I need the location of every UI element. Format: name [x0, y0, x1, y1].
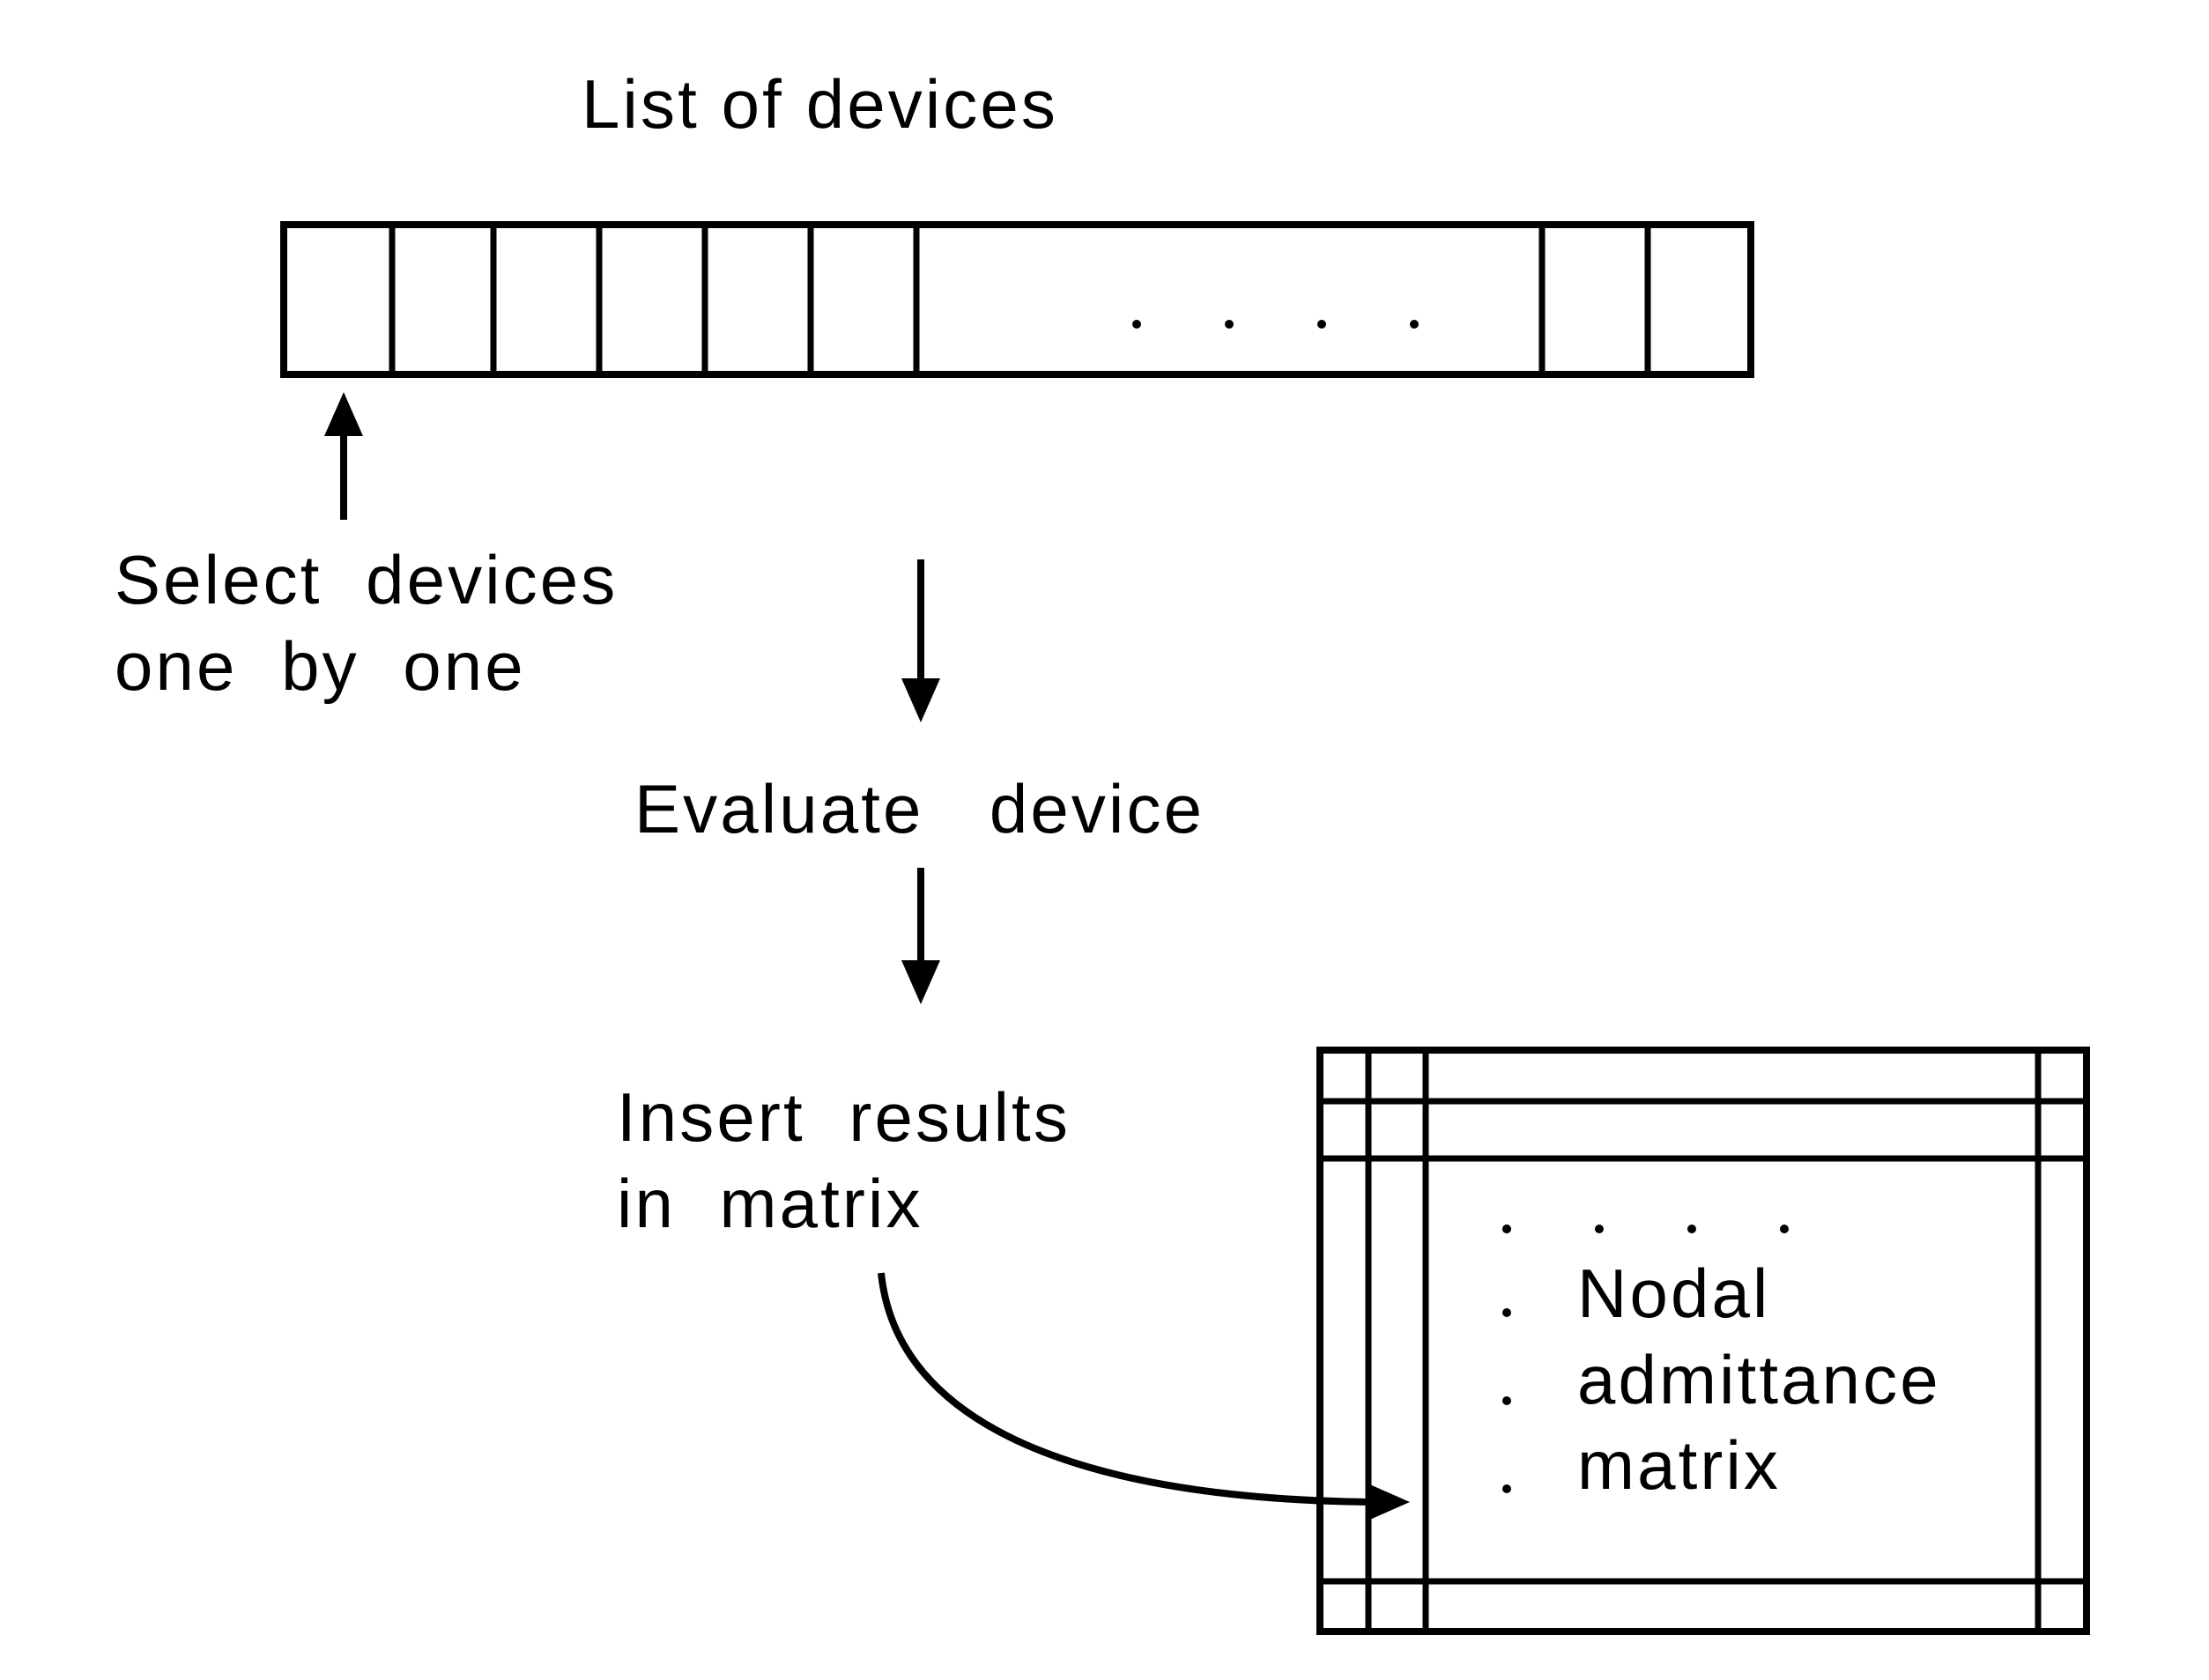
nodal-matrix-label: Nodal admittance matrix: [1577, 1251, 1941, 1509]
arrowhead-icon: [324, 392, 363, 436]
evaluate-device-label: Evaluate device: [634, 766, 1205, 853]
select-devices-label: Select devices one by one: [115, 537, 618, 709]
insert-results-label: Insert results in matrix: [617, 1075, 1071, 1247]
matrix-dot: [1502, 1308, 1511, 1317]
diagram-canvas: List of devices Select devices one by on…: [0, 0, 2209, 1680]
ellipsis-dot: [1410, 320, 1419, 329]
title-label: List of devices: [582, 62, 1058, 148]
arrowhead-icon: [1366, 1483, 1410, 1521]
matrix-dot: [1502, 1484, 1511, 1493]
arrowhead-icon: [901, 960, 940, 1004]
ellipsis-dot: [1132, 320, 1141, 329]
matrix-dot: [1687, 1225, 1696, 1233]
ellipsis-dot: [1317, 320, 1326, 329]
ellipsis-dot: [1225, 320, 1234, 329]
matrix-dot: [1502, 1225, 1511, 1233]
device-list-box: [284, 225, 1751, 374]
matrix-dot: [1595, 1225, 1604, 1233]
arrow-curve-to-matrix: [881, 1273, 1388, 1502]
matrix-dot: [1780, 1225, 1789, 1233]
arrowhead-icon: [901, 678, 940, 722]
matrix-dot: [1502, 1396, 1511, 1405]
